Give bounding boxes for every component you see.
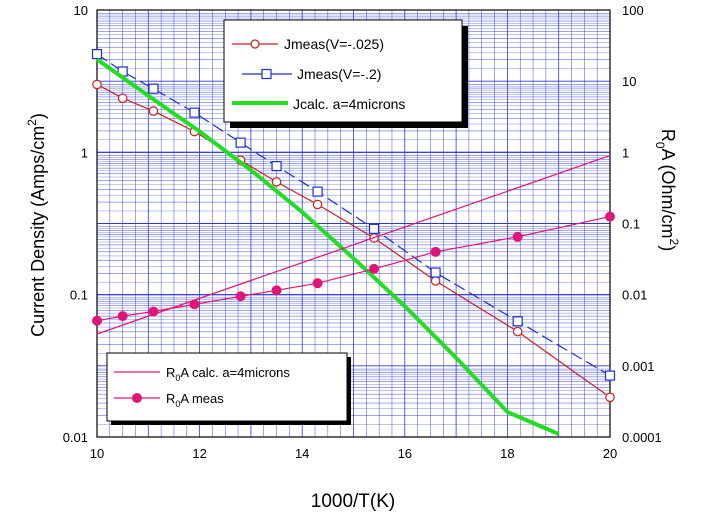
- data-point-jmeas_2: [312, 186, 323, 197]
- data-point-jmeas_2: [91, 48, 103, 60]
- legend-label-jmeas-025: Jmeas(V=-.025): [284, 36, 384, 52]
- series: [91, 48, 616, 436]
- y-right-tick-label: 1: [622, 145, 629, 160]
- x-axis-label: 1000/T(K): [311, 491, 395, 512]
- legend-top: Jmeas(V=-.025) Jmeas(V=-.2) Jcalc. a=4mi…: [223, 19, 468, 128]
- y-axis-left-label: Current Density (Amps/cm2): [25, 113, 48, 337]
- y-axis-right-label: R0A (Ohm/cm2): [653, 129, 681, 251]
- x-tick-label: 18: [500, 446, 514, 461]
- data-point-jmeas_025: [605, 392, 615, 403]
- legend-label-jmeas-2: Jmeas(V=-.2): [297, 66, 381, 82]
- data-point-r0a_meas: [312, 278, 323, 289]
- x-tick-label: 12: [192, 446, 206, 461]
- legend-entry-jcalc: Jcalc. a=4microns: [232, 96, 405, 112]
- legend-entry-r0a-calc: R0A calc. a=4microns: [114, 365, 290, 383]
- y-left-tick-label: 0.01: [63, 430, 88, 445]
- data-point-r0a_meas: [512, 231, 523, 242]
- legend-label-jcalc: Jcalc. a=4microns: [293, 96, 405, 112]
- data-point-r0a_meas: [189, 299, 200, 310]
- y-left-tick-label: 1: [81, 145, 88, 160]
- data-point-jmeas_2: [235, 137, 246, 148]
- data-point-jmeas_2: [604, 370, 616, 381]
- y-right-tick-label: 0.01: [622, 288, 647, 303]
- data-point-jmeas_025: [92, 79, 102, 90]
- legend-entry-r0a-meas: R0A meas: [114, 391, 224, 409]
- y-left-tick-label: 10: [74, 3, 88, 18]
- filled-circle-marker-icon: [132, 393, 142, 403]
- data-point-jmeas_2: [512, 316, 523, 327]
- data-point-r0a_meas: [117, 311, 128, 322]
- data-point-jmeas_025: [312, 199, 323, 210]
- y-left-tick-label: 0.1: [70, 288, 88, 303]
- plot-frame: [96, 9, 611, 438]
- data-point-jmeas_025: [117, 93, 128, 104]
- square-marker-icon: [261, 68, 272, 80]
- y-right-tick-label: 0.001: [622, 359, 655, 374]
- data-point-r0a_meas: [369, 263, 380, 274]
- legend-entry-jmeas-2: Jmeas(V=-.2): [242, 66, 381, 82]
- x-tick-label: 16: [398, 446, 412, 461]
- circle-marker-icon: [250, 39, 260, 49]
- data-point-jmeas_025: [148, 106, 159, 116]
- y-right-tick-label: 0.0001: [622, 430, 662, 445]
- y-right-tick-label: 100: [622, 3, 644, 18]
- data-point-jmeas_2: [189, 107, 200, 118]
- legend-entry-jmeas-025: Jmeas(V=-.025): [232, 36, 384, 52]
- legend-bottom: R0A calc. a=4microns R0A meas: [106, 352, 351, 425]
- data-point-r0a_meas: [430, 246, 441, 257]
- x-tick-label: 14: [295, 446, 309, 461]
- data-point-jmeas_2: [430, 267, 441, 278]
- axis-ticks: 10 12 14 16 18 20 10 1 0.1 0.01 100 10 1 0.1 0.01 0.001…: [63, 3, 662, 461]
- series-line-r0a_calc: [96, 155, 611, 335]
- data-point-jmeas_025: [430, 276, 441, 286]
- legend-label-r0a-calc: R0A calc. a=4microns: [166, 365, 290, 383]
- data-point-jmeas_025: [271, 177, 282, 187]
- data-point-jmeas_2: [148, 83, 159, 94]
- data-point-r0a_meas: [235, 291, 246, 302]
- data-point-jmeas_2: [271, 161, 282, 172]
- data-point-r0a_meas: [92, 315, 102, 326]
- data-point-r0a_meas: [605, 211, 615, 222]
- data-point-r0a_meas: [271, 285, 282, 296]
- x-tick-label: 20: [603, 446, 617, 461]
- data-point-r0a_meas: [148, 306, 159, 317]
- x-tick-label: 10: [90, 446, 104, 461]
- series-line-jcalc: [95, 57, 560, 436]
- y-right-tick-label: 10: [622, 74, 636, 89]
- data-point-jmeas_025: [512, 326, 523, 337]
- data-point-jmeas_2: [368, 223, 380, 234]
- y-right-tick-label: 0.1: [622, 217, 640, 232]
- legend-label-r0a-meas: R0A meas: [166, 391, 224, 409]
